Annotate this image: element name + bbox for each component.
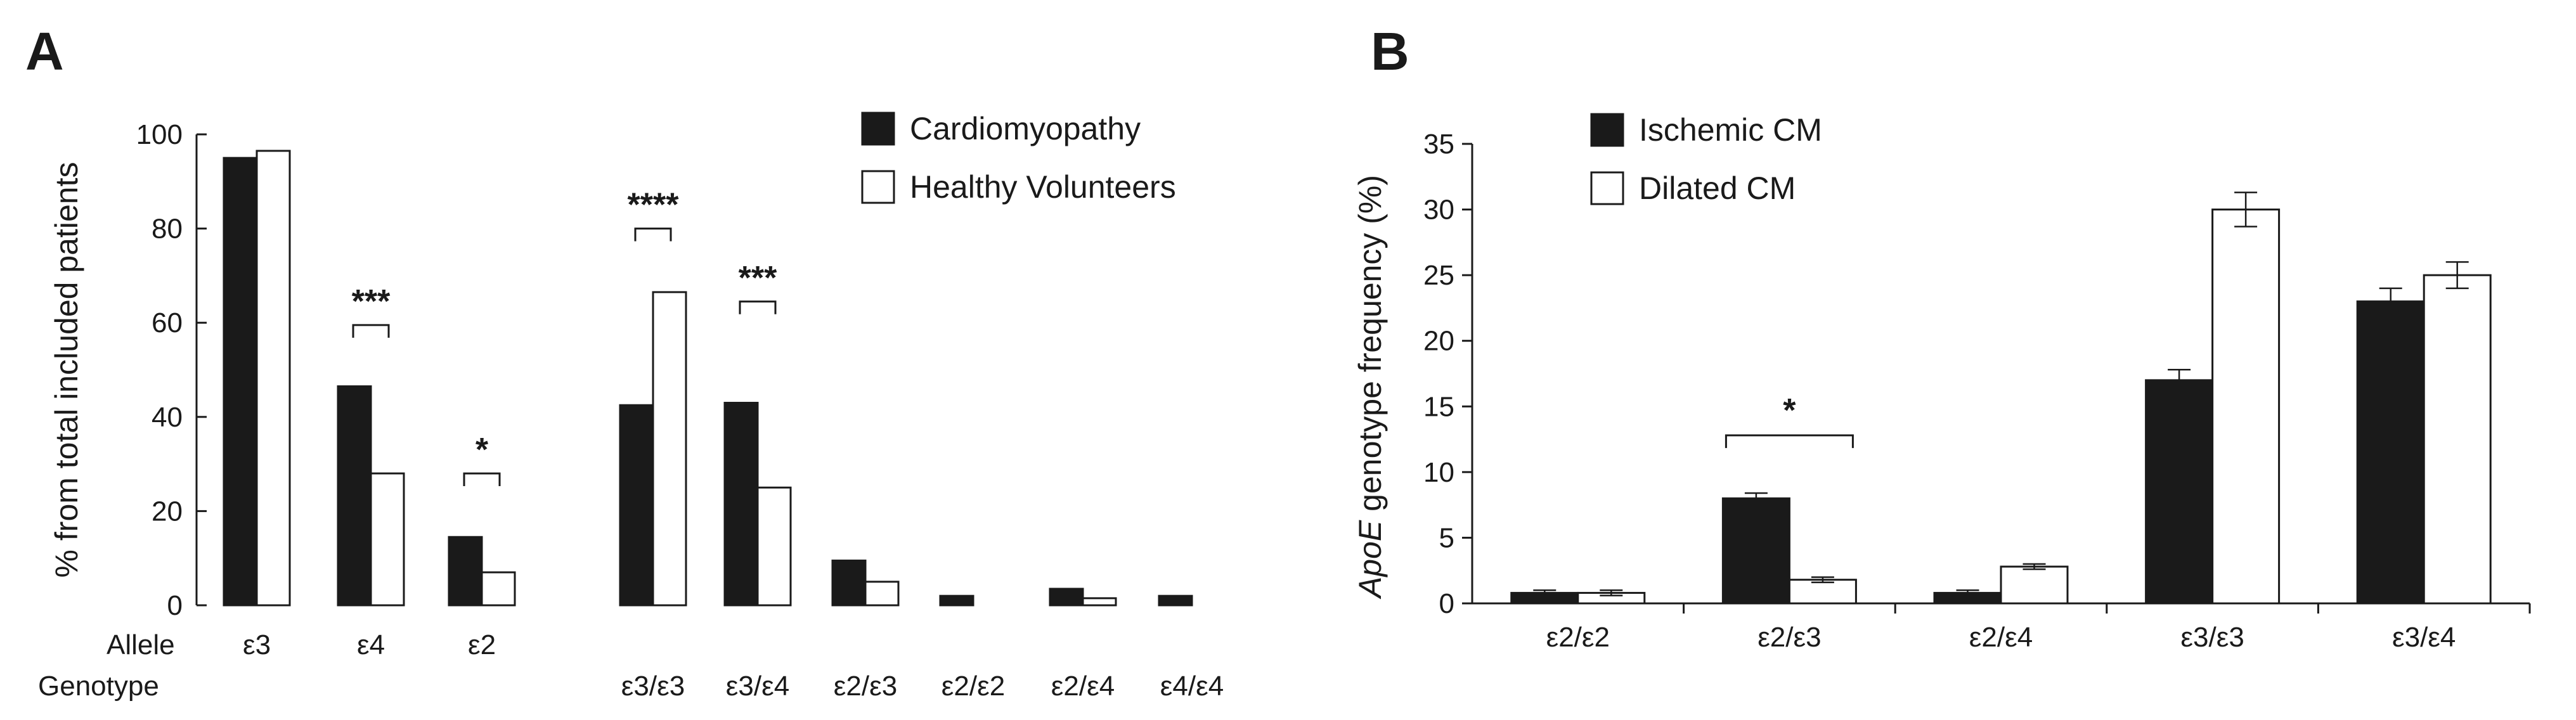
allele-row-label: Allele	[107, 629, 175, 660]
allele-label: ε4	[357, 629, 385, 660]
x-tick-label: ε2/ε4	[1969, 622, 2033, 653]
significance-label: *	[476, 432, 489, 468]
genotype-label: ε2/ε3	[834, 671, 897, 702]
panel-a: A 0 20 40 60 80 100 % from total included pati…	[25, 22, 1224, 702]
bar-genotype-cardiomyopathy	[619, 404, 654, 607]
y-tick-label: 80	[152, 214, 183, 245]
bar-ischemic	[2145, 379, 2214, 605]
legend-label: Healthy Volunteers	[910, 169, 1176, 205]
significance-label: ****	[628, 187, 680, 224]
y-axis-title: % from total included patients	[49, 162, 84, 578]
y-axis-title: ApoE genotype frequency (%)	[1352, 175, 1388, 600]
bar-dilated	[2000, 565, 2069, 605]
significance-label: *	[1783, 392, 1796, 429]
x-tick-label: ε3/ε3	[2180, 622, 2244, 653]
legend-swatch	[1590, 171, 1624, 205]
bar-genotype-cardiomyopathy	[1158, 595, 1193, 607]
bar-genotype-cardiomyopathy	[939, 595, 974, 607]
significance-label: ***	[352, 283, 391, 320]
genotype-label: ε3/ε4	[726, 671, 789, 702]
significance-bracket	[352, 324, 390, 338]
significance-label: ***	[739, 260, 777, 297]
bar-dilated	[2211, 209, 2281, 605]
bar-genotype-healthy	[864, 581, 900, 607]
legend-label: Cardiomyopathy	[910, 111, 1141, 146]
legend-swatch	[861, 170, 895, 204]
y-tick-label: 0	[1439, 588, 1454, 619]
bar-allele-cardiomyopathy	[223, 157, 258, 607]
y-tick-label: 15	[1423, 391, 1454, 422]
y-tick-label: 0	[167, 590, 183, 621]
y-tick-label: 40	[152, 402, 183, 433]
panel-b: B 0 5 10 15 20 25 30 35 ApoE genotype frequency …	[1352, 22, 2531, 653]
y-tick-label: 100	[136, 119, 183, 150]
allele-label: ε2	[468, 629, 496, 660]
bar-dilated	[1788, 579, 1857, 605]
significance-bracket	[739, 300, 777, 314]
bar-allele-healthy	[370, 472, 405, 607]
y-tick-label: 25	[1423, 260, 1454, 291]
bar-allele-healthy	[481, 571, 516, 607]
bar-ischemic	[1721, 497, 1790, 605]
y-axis-title-rest: genotype frequency (%)	[1352, 175, 1388, 520]
bar-ischemic	[2356, 300, 2425, 605]
y-tick-label: 35	[1423, 129, 1454, 160]
panel-b-letter: B	[1371, 22, 1409, 81]
bar-genotype-healthy	[652, 291, 687, 607]
bar-genotype-cardiomyopathy	[1049, 588, 1084, 607]
significance-bracket	[634, 228, 672, 241]
bar-dilated	[2423, 274, 2492, 605]
x-tick-label: ε2/ε2	[1546, 622, 1610, 653]
bar-genotype-cardiomyopathy	[723, 402, 759, 607]
genotype-label: ε4/ε4	[1160, 671, 1224, 702]
x-tick-label: ε2/ε3	[1757, 622, 1821, 653]
significance-bracket	[1725, 434, 1854, 448]
y-tick-label: 60	[152, 307, 183, 338]
bar-allele-cardiomyopathy	[448, 536, 483, 607]
legend-swatch	[861, 112, 895, 146]
genotype-label: ε3/ε3	[621, 671, 685, 702]
genotype-label: ε2/ε4	[1051, 671, 1115, 702]
genotype-label: ε2/ε2	[942, 671, 1005, 702]
y-tick-label: 20	[1423, 326, 1454, 357]
legend-label: Dilated CM	[1639, 170, 1796, 206]
y-axis-title-italic: ApoE	[1352, 520, 1388, 600]
y-tick-label: 20	[152, 496, 183, 527]
y-tick-label: 30	[1423, 195, 1454, 226]
y-tick-label: 10	[1423, 457, 1454, 488]
legend-swatch	[1590, 113, 1624, 147]
allele-label: ε3	[243, 629, 271, 660]
legend-label: Ischemic CM	[1639, 112, 1822, 148]
y-tick-label: 5	[1439, 522, 1454, 553]
x-tick-label: ε3/ε4	[2392, 622, 2456, 653]
bar-genotype-healthy	[1082, 597, 1117, 607]
bar-genotype-cardiomyopathy	[831, 559, 867, 607]
genotype-row-label: Genotype	[38, 671, 159, 702]
significance-bracket	[463, 472, 501, 486]
bar-allele-cardiomyopathy	[337, 385, 372, 607]
panel-a-letter: A	[25, 22, 64, 81]
bar-genotype-healthy	[756, 486, 792, 607]
bar-allele-healthy	[256, 150, 291, 607]
